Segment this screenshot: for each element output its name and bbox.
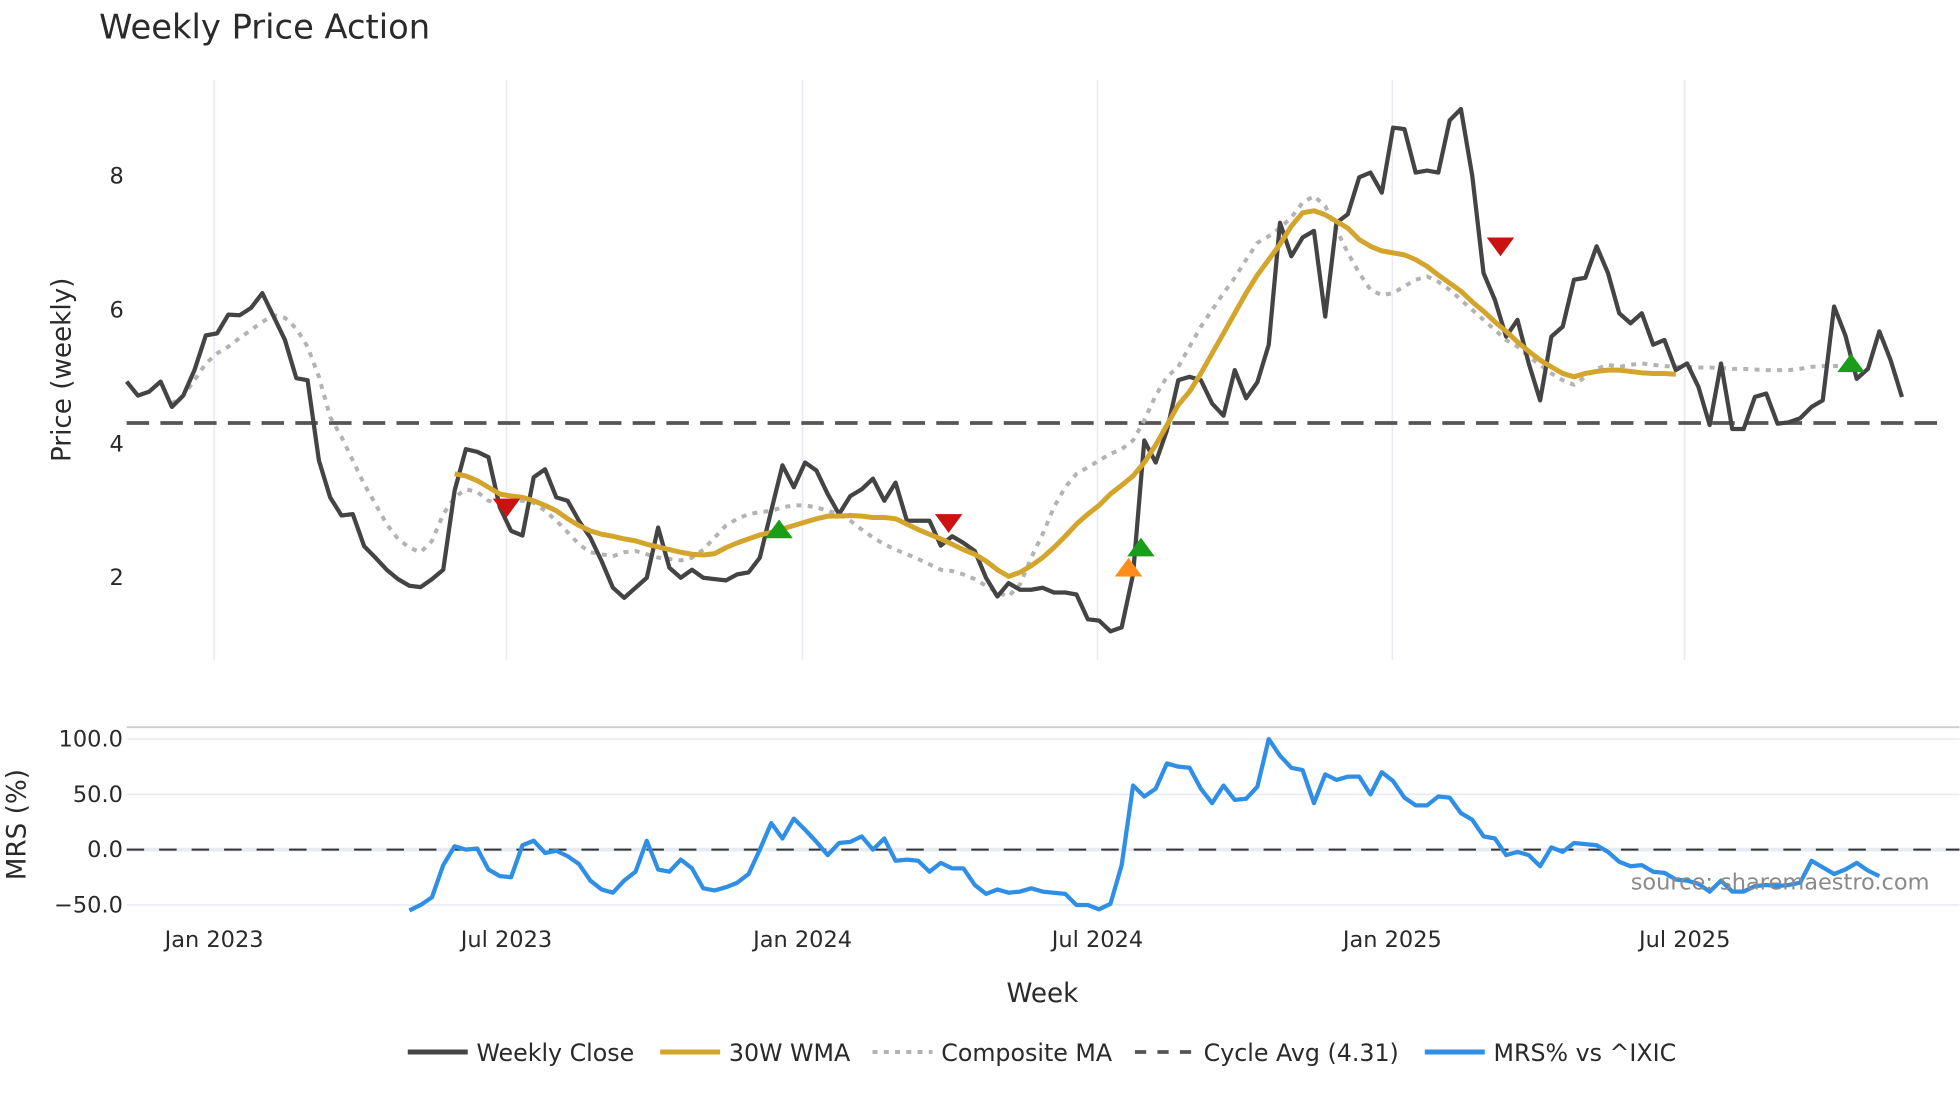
buy-signal-triangle-icon (1127, 537, 1155, 557)
legend-item[interactable]: Weekly Close (407, 1039, 634, 1067)
source-watermark: source: sharemaestro.com (1631, 870, 1930, 896)
buy-signal-triangle-icon (1837, 353, 1865, 373)
price-y-tick: 8 (109, 163, 123, 189)
price-gridlines (213, 79, 1686, 660)
legend-label: MRS% vs ^IXIC (1494, 1039, 1677, 1067)
legend-item[interactable]: Cycle Avg (4.31) (1134, 1039, 1399, 1067)
composite-ma-line (170, 194, 1857, 599)
x-tick-label: Jan 2025 (1341, 927, 1442, 953)
weekly-close-line (124, 106, 1904, 634)
x-tick-label: Jan 2024 (751, 927, 852, 953)
x-axis-title: Week (1007, 979, 1080, 1009)
price-y-ticks: 2 4 6 8 (109, 163, 123, 591)
legend-item[interactable]: 30W WMA (660, 1039, 851, 1067)
price-plot-area[interactable] (124, 106, 1945, 634)
legend-item[interactable]: MRS% vs ^IXIC (1424, 1039, 1677, 1067)
mrs-y-axis-title: MRS (%) (2, 769, 32, 880)
buy-signal-triangle-icon (765, 519, 793, 539)
x-axis-ticks: Jan 2023 Jul 2023 Jan 2024 Jul 2024 Jan 2025… (163, 927, 1731, 953)
x-tick-label: Jan 2023 (163, 927, 264, 953)
wma-30w-line (454, 208, 1676, 579)
x-tick-label: Jul 2025 (1637, 927, 1730, 953)
mrs-y-tick: 0.0 (87, 837, 123, 863)
price-y-tick: 4 (109, 431, 123, 457)
sell-signal-triangle-icon (934, 514, 963, 533)
x-tick-label: Jul 2023 (459, 927, 552, 953)
chart-title: Weekly Price Action (99, 8, 430, 47)
legend-label: 30W WMA (729, 1039, 851, 1067)
legend-label: Composite MA (941, 1039, 1113, 1067)
signal-markers (492, 237, 1865, 577)
mrs-y-tick: −50.0 (54, 892, 123, 918)
price-y-tick: 2 (109, 565, 123, 591)
legend-label: Cycle Avg (4.31) (1204, 1039, 1399, 1067)
x-tick-label: Jul 2024 (1050, 927, 1143, 953)
legend-label: Weekly Close (476, 1039, 634, 1067)
mrs-y-tick: 100.0 (59, 727, 123, 753)
price-y-tick: 6 (109, 297, 123, 323)
mrs-y-tick: 50.0 (73, 782, 123, 808)
mrs-y-ticks: 100.0 50.0 0.0 −50.0 (54, 727, 123, 919)
legend: Weekly Close 30W WMA Composite MA Cycle Avg… (407, 1039, 1677, 1067)
cross-signal-triangle-icon (1114, 557, 1143, 577)
price-y-axis-title: Price (weekly) (47, 278, 77, 462)
mrs-line (408, 736, 1881, 913)
sell-signal-triangle-icon (492, 498, 521, 518)
legend-item[interactable]: Composite MA (872, 1039, 1113, 1067)
mrs-plot-area[interactable] (408, 736, 1881, 913)
sell-signal-triangle-icon (1486, 237, 1515, 257)
mrs-gridlines (126, 738, 1960, 906)
